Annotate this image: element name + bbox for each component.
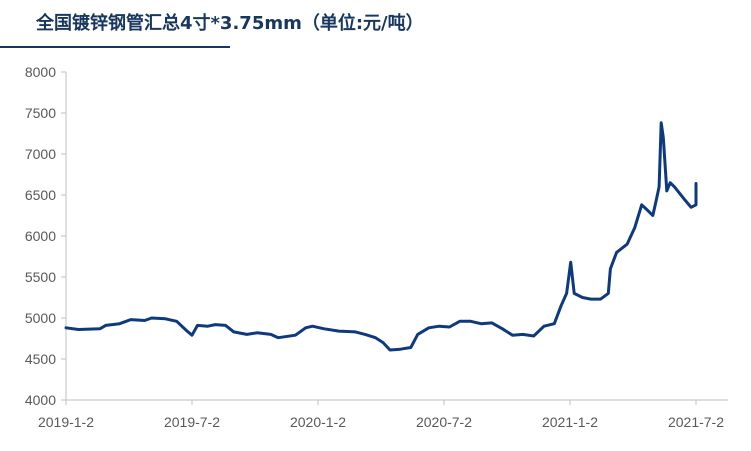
y-tick-label: 4000 — [25, 392, 56, 408]
x-tick-label: 2019-7-2 — [164, 414, 220, 430]
y-tick-label: 5500 — [25, 269, 56, 285]
x-tick-label: 2019-1-2 — [38, 414, 94, 430]
x-tick-label: 2020-1-2 — [290, 414, 346, 430]
y-tick-label: 5000 — [25, 310, 56, 326]
tick-labels: 4000 4500 5000 5500 6000 6500 7000 7500 8000 2019… — [25, 64, 724, 430]
x-tick-label: 2021-1-2 — [542, 414, 598, 430]
y-tick-label: 7500 — [25, 105, 56, 121]
chart-axes — [61, 71, 728, 405]
y-tick-label: 4500 — [25, 351, 56, 367]
y-tick-label: 7000 — [25, 146, 56, 162]
chart-title: 全国镀锌钢管汇总4寸*3.75mm（单位:元/吨） — [36, 13, 424, 34]
series-line-0 — [64, 121, 698, 352]
x-tick-label: 2021-7-2 — [668, 414, 724, 430]
y-tick-label: 6500 — [25, 187, 56, 203]
title-underline — [0, 46, 230, 48]
y-tick-label: 8000 — [25, 64, 56, 80]
y-tick-label: 6000 — [25, 228, 56, 244]
plot-area — [64, 121, 698, 352]
x-tick-label: 2020-7-2 — [416, 414, 472, 430]
